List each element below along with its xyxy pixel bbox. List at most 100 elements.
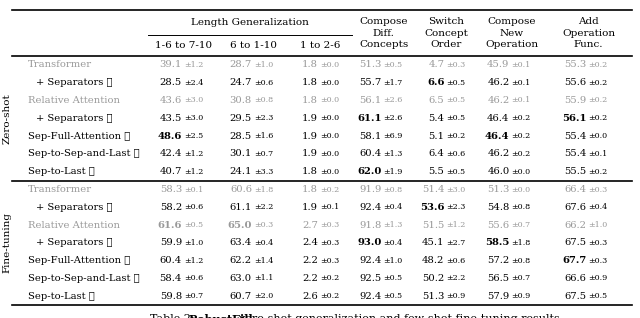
Text: 57.2: 57.2 [487, 256, 509, 265]
Text: 93.0: 93.0 [357, 238, 381, 247]
Text: ±0.4: ±0.4 [254, 239, 273, 247]
Text: ±0.6: ±0.6 [254, 79, 273, 87]
Text: 28.5: 28.5 [230, 132, 252, 141]
Text: ±0.6: ±0.6 [447, 257, 466, 265]
Text: 62.0: 62.0 [357, 167, 381, 176]
Text: 45.9: 45.9 [487, 60, 509, 69]
Text: 6.6: 6.6 [427, 78, 445, 87]
Text: 58.3: 58.3 [160, 185, 182, 194]
Text: ±0.3: ±0.3 [589, 185, 608, 193]
Text: 53.6: 53.6 [420, 203, 445, 212]
Text: Sep-to-Sep-and-Last ★: Sep-to-Sep-and-Last ★ [28, 274, 140, 283]
Text: ±0.1: ±0.1 [511, 61, 531, 69]
Text: ±1.3: ±1.3 [383, 221, 403, 229]
Text: ±0.3: ±0.3 [320, 239, 339, 247]
Text: 63.0: 63.0 [230, 274, 252, 283]
Text: ±0.0: ±0.0 [320, 79, 339, 87]
Text: 43.5: 43.5 [159, 114, 182, 123]
Text: 58.2: 58.2 [160, 203, 182, 212]
Text: ±1.2: ±1.2 [184, 168, 204, 176]
Text: 55.5: 55.5 [564, 167, 586, 176]
Text: Sep-to-Last ★: Sep-to-Last ★ [28, 167, 95, 176]
Text: ±0.2: ±0.2 [589, 114, 608, 122]
Text: 51.5: 51.5 [422, 221, 445, 230]
Text: ±2.5: ±2.5 [184, 132, 204, 140]
Text: ±1.2: ±1.2 [184, 61, 204, 69]
Text: 24.7: 24.7 [230, 78, 252, 87]
Text: ±0.3: ±0.3 [254, 221, 273, 229]
Text: 1.8: 1.8 [302, 96, 318, 105]
Text: 55.9: 55.9 [564, 96, 586, 105]
Text: ±1.3: ±1.3 [383, 150, 403, 158]
Text: 1.8: 1.8 [302, 60, 318, 69]
Text: ±0.2: ±0.2 [511, 150, 531, 158]
Text: + Separators ★: + Separators ★ [36, 203, 113, 212]
Text: ±1.8: ±1.8 [254, 185, 273, 193]
Text: 63.4: 63.4 [230, 238, 252, 247]
Text: ±1.2: ±1.2 [184, 150, 204, 158]
Text: ±0.0: ±0.0 [320, 168, 339, 176]
Text: 55.6: 55.6 [564, 78, 586, 87]
Text: ±0.2: ±0.2 [320, 185, 339, 193]
Text: ±0.9: ±0.9 [511, 292, 531, 300]
Text: ±0.8: ±0.8 [383, 185, 403, 193]
Text: ±1.0: ±1.0 [589, 221, 608, 229]
Text: 46.2: 46.2 [487, 149, 509, 158]
Text: ±0.1: ±0.1 [320, 203, 339, 211]
Text: Add
Operation
Func.: Add Operation Func. [562, 17, 615, 49]
Text: 46.2: 46.2 [487, 78, 509, 87]
Text: 48.6: 48.6 [157, 132, 182, 141]
Text: Transformer: Transformer [28, 60, 92, 69]
Text: 66.6: 66.6 [564, 274, 586, 283]
Text: 2.4: 2.4 [302, 238, 318, 247]
Text: 60.4: 60.4 [160, 256, 182, 265]
Text: 56.1: 56.1 [359, 96, 381, 105]
Text: 56.1: 56.1 [562, 114, 586, 123]
Text: Zero-shot: Zero-shot [3, 93, 12, 144]
Text: ±1.2: ±1.2 [184, 257, 204, 265]
Text: ±0.3: ±0.3 [589, 239, 608, 247]
Text: 30.1: 30.1 [230, 149, 252, 158]
Text: 5.1: 5.1 [429, 132, 445, 141]
Text: 92.4: 92.4 [359, 203, 381, 212]
Text: ±0.4: ±0.4 [589, 203, 608, 211]
Text: ±0.2: ±0.2 [511, 132, 531, 140]
Text: 30.8: 30.8 [230, 96, 252, 105]
Text: 4.7: 4.7 [429, 60, 445, 69]
Text: ±2.2: ±2.2 [254, 203, 273, 211]
Text: ±0.8: ±0.8 [254, 96, 273, 105]
Text: ±0.2: ±0.2 [320, 292, 339, 300]
Text: 39.1: 39.1 [159, 60, 182, 69]
Text: 2.2: 2.2 [302, 256, 318, 265]
Text: 67.5: 67.5 [564, 238, 586, 247]
Text: Sep-to-Last ★: Sep-to-Last ★ [28, 292, 95, 301]
Text: 1.9: 1.9 [302, 203, 318, 212]
Text: 51.3: 51.3 [422, 292, 445, 301]
Text: 1.8: 1.8 [302, 185, 318, 194]
Text: ±0.1: ±0.1 [184, 185, 204, 193]
Text: 61.6: 61.6 [157, 221, 182, 230]
Text: ±0.2: ±0.2 [589, 79, 608, 87]
Text: ±3.0: ±3.0 [447, 185, 466, 193]
Text: ±0.0: ±0.0 [320, 61, 339, 69]
Text: ±0.3: ±0.3 [320, 257, 339, 265]
Text: 66.2: 66.2 [564, 221, 586, 230]
Text: + Separators ★: + Separators ★ [36, 78, 113, 87]
Text: 40.7: 40.7 [159, 167, 182, 176]
Text: 56.5: 56.5 [488, 274, 509, 283]
Text: ±0.6: ±0.6 [184, 203, 204, 211]
Text: 65.0: 65.0 [227, 221, 252, 230]
Text: 46.4: 46.4 [487, 114, 509, 123]
Text: 58.5: 58.5 [485, 238, 509, 247]
Text: ±0.2: ±0.2 [589, 61, 608, 69]
Text: 2.7: 2.7 [302, 221, 318, 230]
Text: ±1.6: ±1.6 [254, 132, 273, 140]
Text: RobustFill: RobustFill [189, 314, 253, 318]
Text: 51.3: 51.3 [487, 185, 509, 194]
Text: ±0.3: ±0.3 [447, 61, 466, 69]
Text: 61.1: 61.1 [357, 114, 381, 123]
Text: ±0.5: ±0.5 [383, 292, 403, 300]
Text: Sep-to-Sep-and-Last ★: Sep-to-Sep-and-Last ★ [28, 149, 140, 158]
Text: ±2.0: ±2.0 [254, 292, 273, 300]
Text: 92.4: 92.4 [359, 256, 381, 265]
